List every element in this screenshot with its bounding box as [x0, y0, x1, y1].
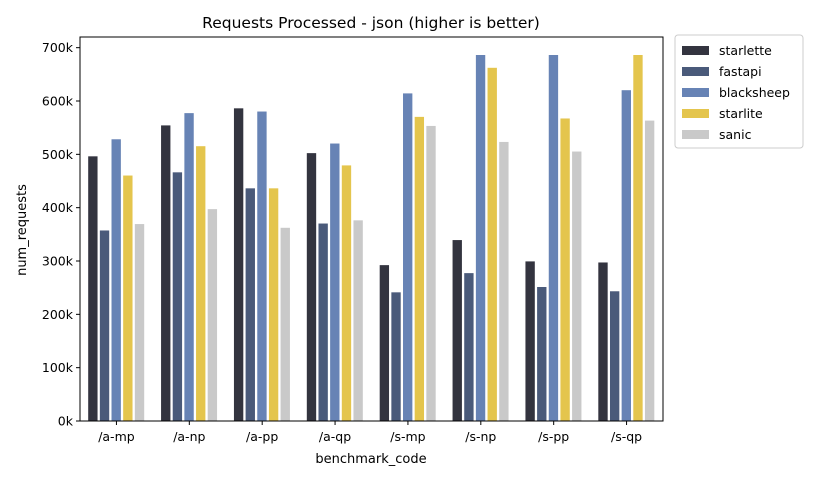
- bar-blacksheep-5: [475, 54, 487, 422]
- bar-fastapi-2: [244, 187, 256, 422]
- bar-starlette-7: [597, 261, 609, 422]
- bar-blacksheep-0: [110, 138, 122, 422]
- legend: starlette fastapi blacksheep starlite sanic: [674, 34, 804, 149]
- y-tick-label: 600k: [42, 94, 74, 109]
- bar-sanic-3: [352, 219, 364, 422]
- bar-sanic-4: [425, 125, 437, 422]
- plot-frame: [79, 36, 664, 422]
- legend-label-fastapi: fastapi: [719, 64, 762, 79]
- y-tick-label: 400k: [42, 200, 74, 215]
- bar-blacksheep-7: [620, 89, 632, 422]
- bar-starlite-1: [195, 145, 207, 422]
- legend-swatch-starlite: [682, 109, 709, 118]
- legend-label-starlette: starlette: [719, 43, 772, 58]
- y-tick-label: 0k: [58, 414, 74, 429]
- y-tick-label: 300k: [42, 254, 74, 269]
- bar-starlette-3: [306, 152, 317, 422]
- bar-starlette-0: [87, 155, 99, 422]
- x-tick-label: /a-qp: [319, 429, 351, 444]
- bar-sanic-2: [279, 226, 291, 422]
- x-axis-label: benchmark_code: [315, 452, 426, 467]
- bar-fastapi-0: [99, 229, 111, 422]
- x-tick-label: /s-qp: [611, 429, 642, 444]
- bar-starlite-0: [122, 174, 134, 422]
- legend-label-starlite: starlite: [719, 106, 763, 121]
- y-tick-label: 200k: [42, 307, 74, 322]
- x-tick-label: /a-np: [173, 429, 205, 444]
- y-tick-label: 700k: [42, 40, 74, 55]
- x-tick-label: /s-np: [465, 429, 496, 444]
- y-tick-label: 500k: [42, 147, 74, 162]
- bar-starlette-6: [524, 260, 536, 422]
- legend-label-blacksheep: blacksheep: [719, 85, 790, 100]
- bar-starlette-1: [160, 124, 172, 422]
- bar-fastapi-6: [536, 286, 548, 422]
- legend-box: [674, 34, 804, 149]
- x-tick-label: /s-mp: [390, 429, 425, 444]
- bar-starlite-4: [413, 116, 425, 422]
- y-tick-label: 100k: [42, 360, 74, 375]
- legend-swatch-sanic: [682, 130, 709, 139]
- bar-sanic-6: [571, 150, 583, 422]
- bar-blacksheep-2: [256, 110, 268, 422]
- bar-sanic-7: [644, 119, 656, 422]
- y-axis-label: num_requests: [15, 184, 30, 276]
- axes-group: 0k 100k 200k 300k 400k 500k 600k 700k/a-mp/a-np…: [42, 36, 664, 444]
- bar-blacksheep-4: [402, 92, 414, 422]
- bars-group: [87, 54, 656, 422]
- legend-swatch-starlette: [682, 46, 709, 55]
- bar-fastapi-7: [609, 290, 621, 422]
- x-tick-label: /s-pp: [538, 429, 569, 444]
- bar-starlite-3: [340, 164, 352, 422]
- bar-fastapi-4: [390, 291, 402, 422]
- bar-blacksheep-1: [183, 112, 195, 422]
- bar-starlite-5: [486, 67, 498, 422]
- bar-fastapi-3: [317, 222, 329, 422]
- bar-starlette-4: [378, 264, 390, 422]
- bar-sanic-5: [498, 141, 510, 422]
- bar-starlette-2: [233, 107, 245, 422]
- x-tick-label: /a-mp: [98, 429, 135, 444]
- chart-title: Requests Processed - json (higher is bet…: [202, 14, 540, 32]
- legend-label-sanic: sanic: [719, 127, 752, 142]
- bar-fastapi-5: [463, 272, 475, 422]
- bar-starlette-5: [451, 239, 463, 422]
- bar-blacksheep-3: [329, 142, 341, 422]
- legend-swatch-blacksheep: [682, 88, 709, 97]
- bar-blacksheep-6: [547, 54, 559, 422]
- legend-swatch-fastapi: [682, 67, 709, 76]
- bar-fastapi-1: [171, 171, 183, 422]
- bar-starlite-6: [559, 117, 571, 422]
- bar-sanic-1: [206, 208, 218, 422]
- bar-starlite-2: [268, 187, 280, 422]
- x-tick-label: /a-pp: [246, 429, 278, 444]
- bar-starlite-7: [632, 54, 644, 422]
- bar-sanic-0: [134, 223, 145, 422]
